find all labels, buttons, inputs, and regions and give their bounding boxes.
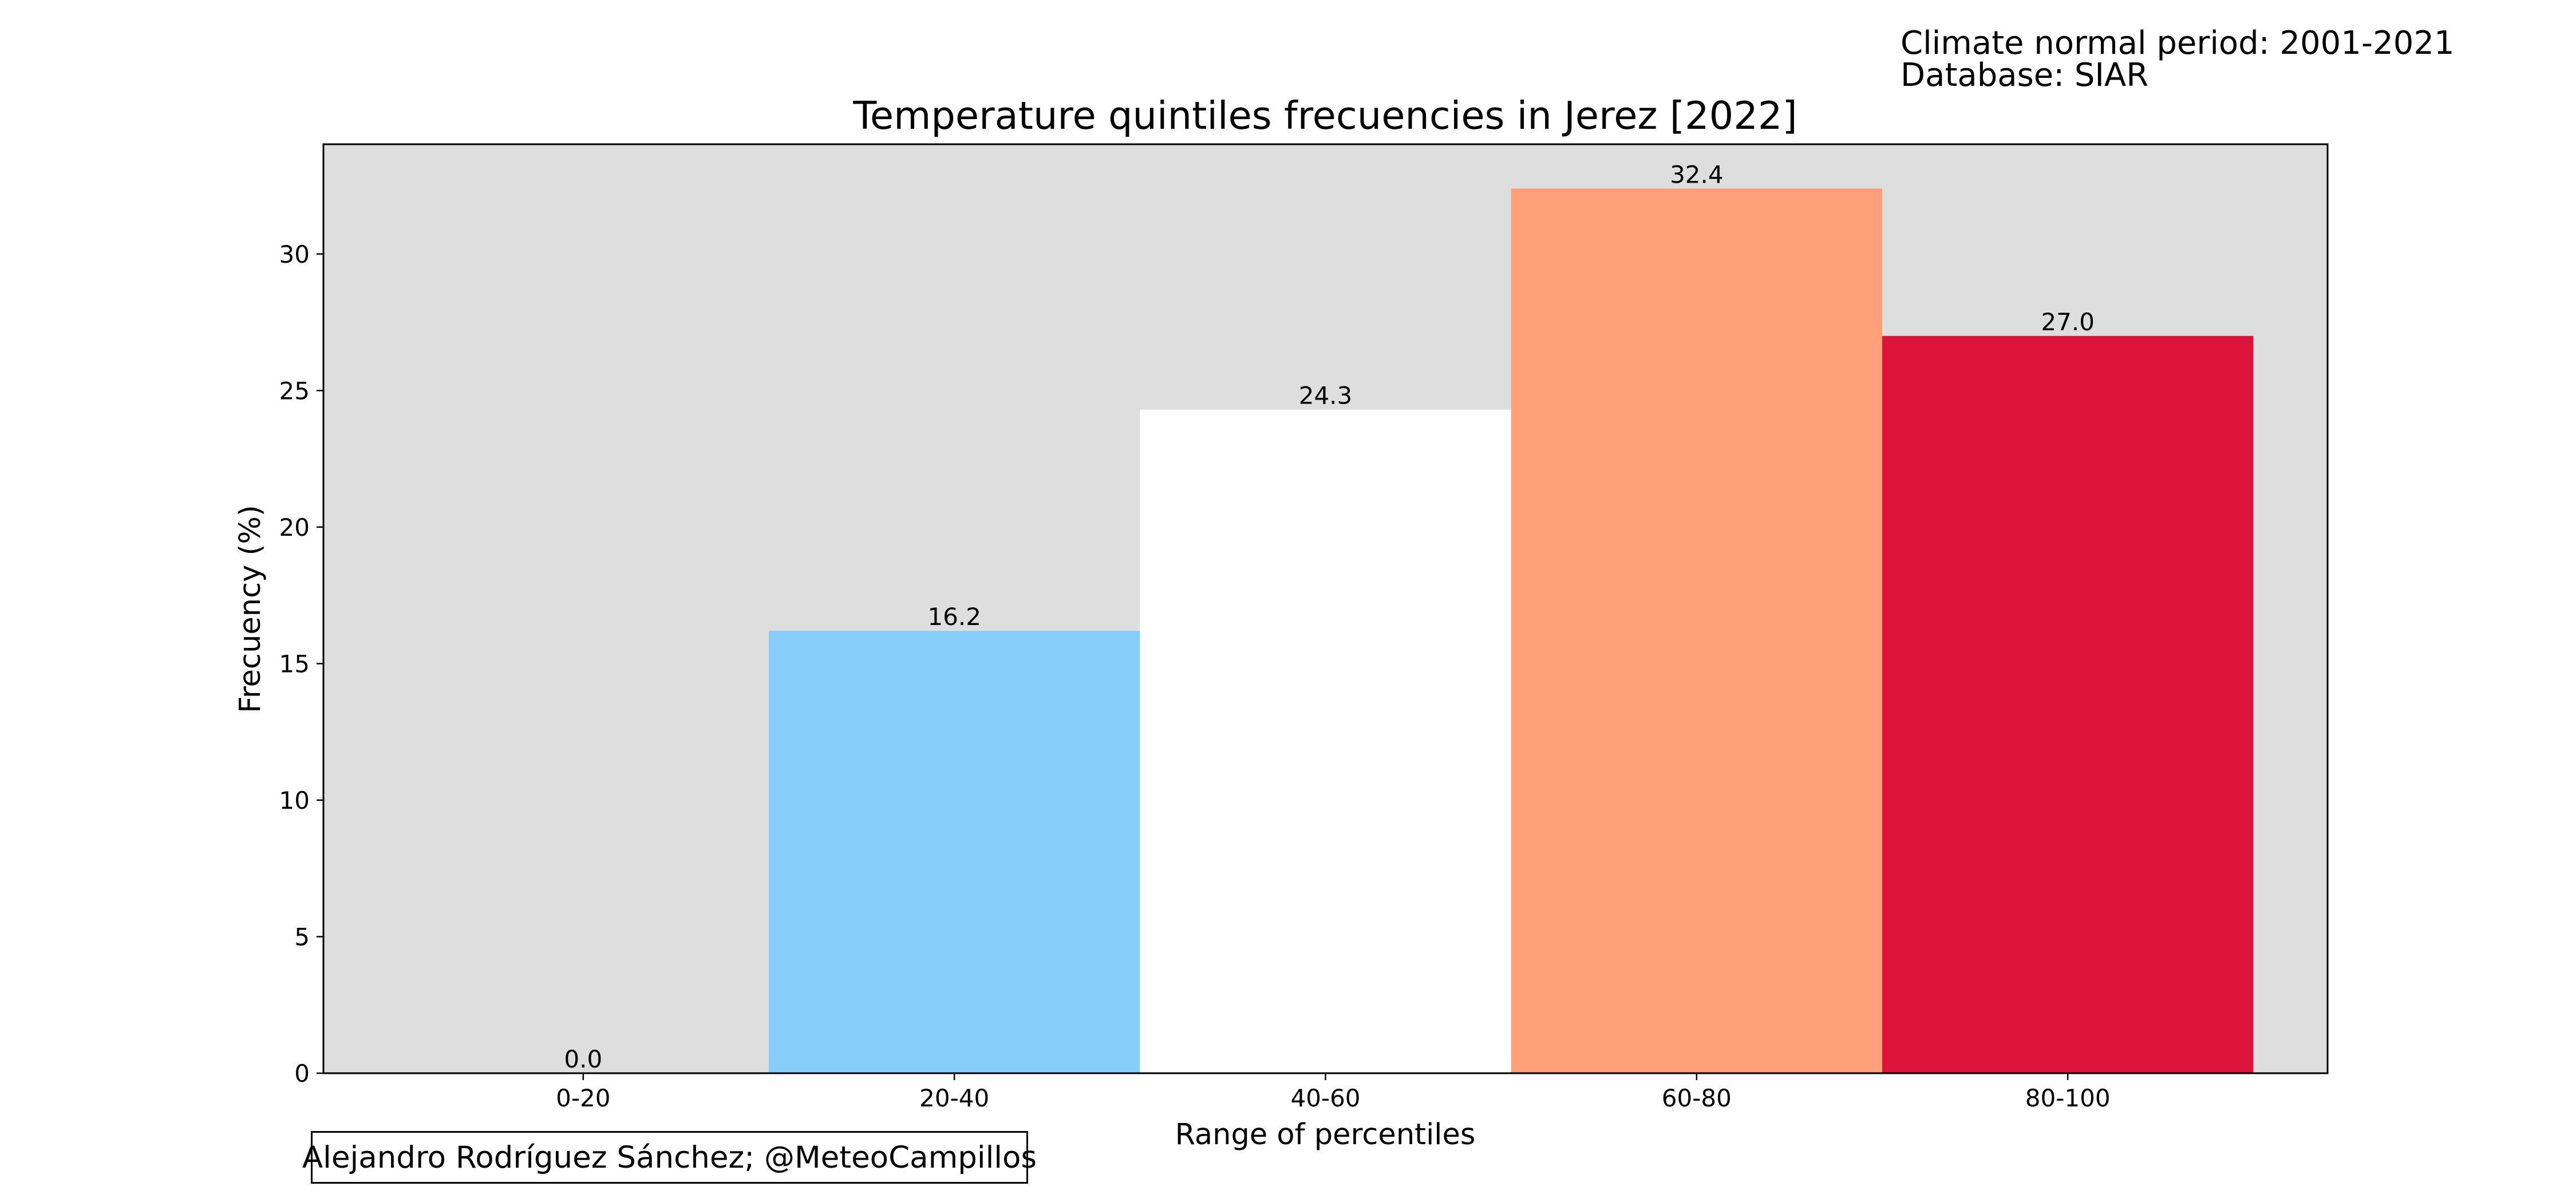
- y-tick-label: 5: [294, 923, 310, 951]
- x-axis-ticks: 0-20 20-40 40-60 60-80 80-100: [556, 1073, 2111, 1112]
- chart-title: Temperature quintiles frecuencies in Jer…: [852, 93, 1797, 138]
- y-tick-label: 10: [279, 786, 310, 814]
- bar-value-label: 27.0: [2041, 308, 2095, 336]
- bar-value-label: 16.2: [927, 603, 981, 631]
- bar-20-40: [769, 631, 1140, 1073]
- x-tick-label: 40-60: [1290, 1084, 1360, 1112]
- y-tick-label: 15: [279, 650, 310, 678]
- x-axis-label: Range of percentiles: [1175, 1118, 1476, 1152]
- x-tick-label: 60-80: [1662, 1084, 1732, 1112]
- bar-80-100: [1882, 335, 2254, 1073]
- bar-60-80: [1511, 188, 1882, 1074]
- bar-40-60: [1140, 409, 1511, 1073]
- y-axis-ticks: 0 5 10 15 20 25 30: [279, 240, 323, 1088]
- bar-value-label: 24.3: [1299, 382, 1353, 410]
- bars: [769, 188, 2254, 1074]
- y-tick-label: 0: [294, 1059, 310, 1088]
- credit-text: Alejandro Rodríguez Sánchez; @MeteoCampi…: [302, 1140, 1037, 1175]
- x-tick-label: 0-20: [556, 1084, 610, 1112]
- credit-box: Alejandro Rodríguez Sánchez; @MeteoCampi…: [302, 1131, 1037, 1184]
- bar-value-label: 32.4: [1670, 160, 1724, 188]
- y-tick-label: 30: [279, 240, 310, 268]
- bar-value-label: 0.0: [564, 1045, 602, 1073]
- x-tick-label: 20-40: [919, 1084, 989, 1112]
- y-tick-label: 25: [279, 377, 310, 405]
- database-note: Database: SIAR: [1901, 57, 2149, 94]
- normal-period-note: Climate normal period: 2001-2021: [1901, 25, 2455, 62]
- bar-labels: 0.0 16.2 24.3 32.4 27.0: [564, 160, 2094, 1073]
- y-tick-label: 20: [279, 513, 310, 541]
- x-tick-label: 80-100: [2025, 1084, 2111, 1112]
- y-axis-label: Frecuency (%): [234, 505, 267, 713]
